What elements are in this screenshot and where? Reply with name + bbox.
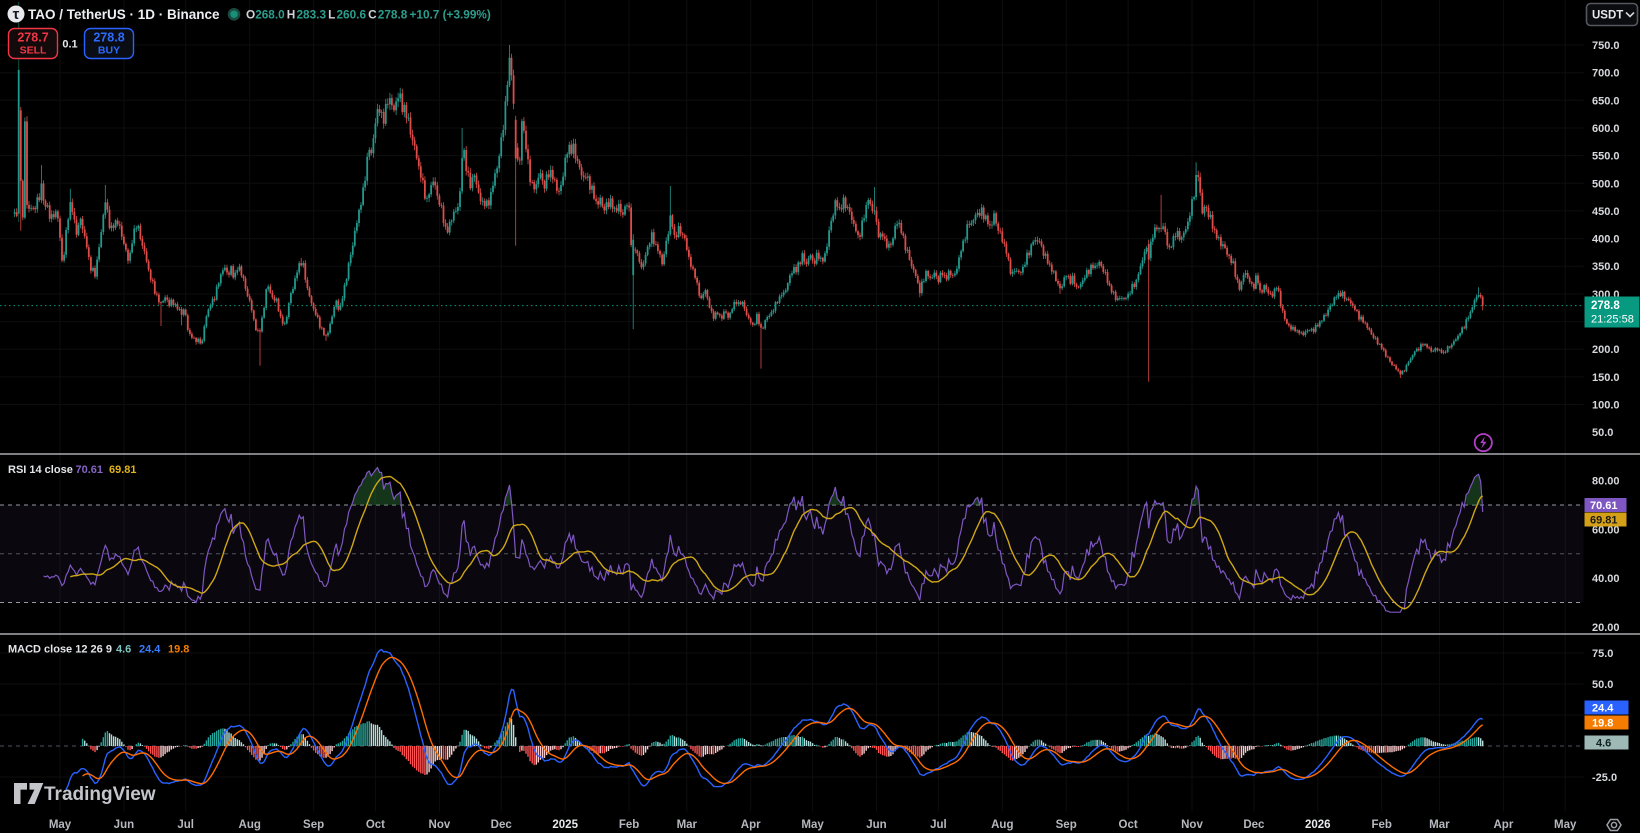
- svg-text:Dec: Dec: [491, 819, 513, 831]
- svg-text:70.61: 70.61: [1590, 500, 1618, 512]
- svg-text:0.1: 0.1: [62, 39, 77, 51]
- svg-text:260.6: 260.6: [337, 8, 367, 22]
- svg-text:Oct: Oct: [1119, 819, 1138, 831]
- svg-text:450.0: 450.0: [1592, 206, 1620, 218]
- svg-text:Apr: Apr: [1493, 819, 1513, 831]
- svg-text:600.0: 600.0: [1592, 123, 1620, 135]
- svg-text:TAO / TetherUS · 1D · Binance: TAO / TetherUS · 1D · Binance: [28, 7, 220, 22]
- svg-text:Feb: Feb: [619, 819, 639, 831]
- svg-text:19.8: 19.8: [168, 644, 189, 656]
- svg-text:21:25:58: 21:25:58: [1591, 314, 1634, 326]
- svg-text:20.00: 20.00: [1592, 622, 1620, 634]
- svg-text:Jun: Jun: [114, 819, 134, 831]
- svg-text:550.0: 550.0: [1592, 151, 1620, 163]
- svg-text:Jul: Jul: [930, 819, 947, 831]
- svg-text:283.3: 283.3: [297, 8, 327, 22]
- svg-text:Nov: Nov: [429, 819, 451, 831]
- svg-text:MACD close 12 26 9: MACD close 12 26 9: [8, 644, 112, 656]
- svg-text:4.6: 4.6: [116, 644, 131, 656]
- svg-text:C: C: [368, 8, 377, 22]
- svg-text:May: May: [49, 819, 72, 831]
- svg-text:2026: 2026: [1305, 819, 1331, 831]
- svg-text:Jun: Jun: [866, 819, 886, 831]
- svg-text:268.0: 268.0: [255, 8, 285, 22]
- svg-text:L: L: [328, 8, 335, 22]
- svg-text:278.8: 278.8: [1591, 300, 1620, 312]
- svg-text:200.0: 200.0: [1592, 344, 1620, 356]
- svg-text:50.0: 50.0: [1592, 679, 1613, 691]
- svg-text:Jul: Jul: [177, 819, 194, 831]
- svg-text:50.0: 50.0: [1592, 427, 1613, 439]
- svg-text:70.61: 70.61: [76, 464, 104, 476]
- svg-text:H: H: [287, 8, 296, 22]
- svg-text:19.8: 19.8: [1592, 718, 1613, 730]
- svg-text:Dec: Dec: [1243, 819, 1265, 831]
- svg-text:40.00: 40.00: [1592, 573, 1620, 585]
- svg-text:69.81: 69.81: [1590, 515, 1618, 527]
- svg-text:SELL: SELL: [20, 45, 47, 57]
- svg-text:USDT: USDT: [1592, 10, 1623, 22]
- svg-text:69.81: 69.81: [109, 464, 137, 476]
- svg-text:278.8: 278.8: [378, 8, 408, 22]
- svg-text:-25.0: -25.0: [1592, 772, 1617, 784]
- svg-text:Feb: Feb: [1371, 819, 1391, 831]
- svg-text:2025: 2025: [552, 819, 578, 831]
- svg-text:τ: τ: [13, 6, 20, 23]
- svg-text:May: May: [801, 819, 824, 831]
- svg-text:RSI 14 close: RSI 14 close: [8, 464, 73, 476]
- svg-text:75.0: 75.0: [1592, 648, 1613, 660]
- svg-text:400.0: 400.0: [1592, 234, 1620, 246]
- svg-text:TradingView: TradingView: [44, 784, 156, 805]
- svg-text:278.7: 278.7: [17, 31, 48, 45]
- svg-text:750.0: 750.0: [1592, 40, 1620, 52]
- svg-text:BUY: BUY: [98, 45, 120, 57]
- svg-text:350.0: 350.0: [1592, 261, 1620, 273]
- svg-text:O: O: [246, 8, 255, 22]
- svg-text:Oct: Oct: [366, 819, 385, 831]
- svg-text:150.0: 150.0: [1592, 372, 1620, 384]
- svg-text:700.0: 700.0: [1592, 68, 1620, 80]
- svg-text:Mar: Mar: [1429, 819, 1450, 831]
- svg-text:278.8: 278.8: [93, 31, 124, 45]
- svg-text:60.00: 60.00: [1592, 524, 1620, 536]
- svg-text:80.00: 80.00: [1592, 476, 1620, 488]
- svg-text:24.4: 24.4: [139, 644, 161, 656]
- svg-text:Mar: Mar: [677, 819, 698, 831]
- svg-text:500.0: 500.0: [1592, 178, 1620, 190]
- svg-text:May: May: [1554, 819, 1577, 831]
- svg-text:+10.7 (+3.99%): +10.7 (+3.99%): [410, 8, 491, 22]
- svg-text:650.0: 650.0: [1592, 95, 1620, 107]
- svg-text:Aug: Aug: [239, 819, 261, 831]
- svg-text:Sep: Sep: [303, 819, 324, 831]
- svg-text:100.0: 100.0: [1592, 400, 1620, 412]
- svg-text:Aug: Aug: [991, 819, 1013, 831]
- svg-text:Sep: Sep: [1056, 819, 1077, 831]
- svg-text:4.6: 4.6: [1596, 738, 1611, 750]
- svg-text:Apr: Apr: [741, 819, 761, 831]
- svg-text:24.4: 24.4: [1592, 703, 1614, 715]
- svg-text:Nov: Nov: [1181, 819, 1203, 831]
